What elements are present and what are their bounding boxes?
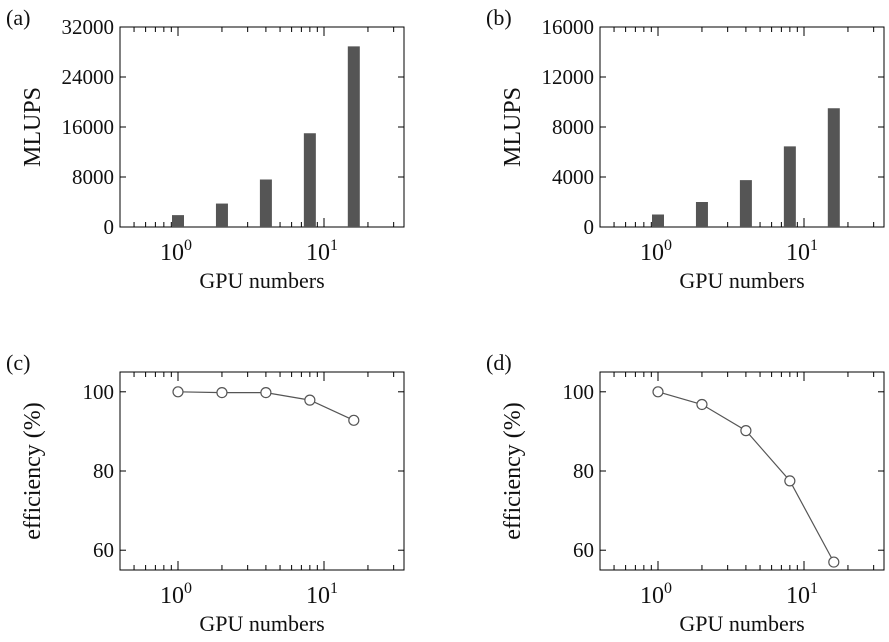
- point-4: [740, 425, 752, 437]
- bar-1: [652, 214, 664, 227]
- panel-label: (c): [6, 350, 30, 375]
- bar-4: [259, 179, 272, 227]
- x-tick-label: 100: [640, 237, 672, 266]
- bar-2: [695, 202, 708, 227]
- bar-2: [215, 203, 228, 227]
- bar-16: [347, 46, 360, 227]
- y-tick-label: 8000: [552, 115, 594, 139]
- y-axis-label: efficiency (%): [500, 402, 526, 539]
- axes-frame: [119, 371, 405, 571]
- y-tick-label: 80: [573, 459, 594, 483]
- point-2: [696, 398, 708, 411]
- x-tick-label: 100: [160, 580, 192, 609]
- panel-label: (d): [486, 350, 512, 375]
- x-tick-label: 100: [160, 237, 192, 266]
- point-8: [784, 475, 796, 487]
- y-tick-label: 0: [104, 215, 115, 239]
- point-1: [652, 386, 664, 398]
- y-axis-label: MLUPS: [20, 87, 46, 167]
- y-tick-label: 16000: [542, 15, 595, 39]
- x-tick-label: 101: [786, 580, 818, 609]
- x-axis-label: GPU numbers: [679, 611, 804, 636]
- x-tick-label: 101: [306, 237, 338, 266]
- point-2: [216, 386, 228, 399]
- series-line: [657, 391, 835, 563]
- y-tick-label: 100: [83, 380, 115, 404]
- bar-8: [303, 133, 316, 227]
- y-tick-label: 60: [93, 538, 114, 562]
- y-axis-label: MLUPS: [500, 87, 526, 167]
- y-tick-label: 8000: [72, 165, 114, 189]
- point-8: [304, 394, 316, 406]
- bar-4: [739, 180, 752, 227]
- bar-1: [172, 215, 184, 227]
- x-axis-label: GPU numbers: [199, 611, 324, 636]
- y-tick-label: 12000: [542, 65, 595, 89]
- y-tick-label: 0: [584, 215, 595, 239]
- bar-16: [827, 108, 840, 227]
- point-16: [348, 414, 360, 426]
- x-tick-label: 101: [786, 237, 818, 266]
- x-tick-label: 101: [306, 580, 338, 609]
- y-tick-label: 80: [93, 459, 114, 483]
- y-tick-label: 4000: [552, 165, 594, 189]
- bar-8: [783, 146, 796, 227]
- panel-label: (a): [6, 5, 30, 30]
- y-tick-label: 100: [563, 380, 595, 404]
- point-1: [172, 386, 184, 398]
- y-tick-label: 32000: [62, 15, 115, 39]
- point-16: [828, 556, 840, 568]
- point-4: [260, 386, 272, 399]
- y-tick-label: 24000: [62, 65, 115, 89]
- y-tick-label: 60: [573, 538, 594, 562]
- x-tick-label: 100: [640, 580, 672, 609]
- y-axis-label: efficiency (%): [20, 402, 46, 539]
- panel-label: (b): [486, 5, 512, 30]
- axes-frame: [599, 371, 885, 571]
- x-axis-label: GPU numbers: [679, 268, 804, 293]
- x-axis-label: GPU numbers: [199, 268, 324, 293]
- y-tick-label: 16000: [62, 115, 115, 139]
